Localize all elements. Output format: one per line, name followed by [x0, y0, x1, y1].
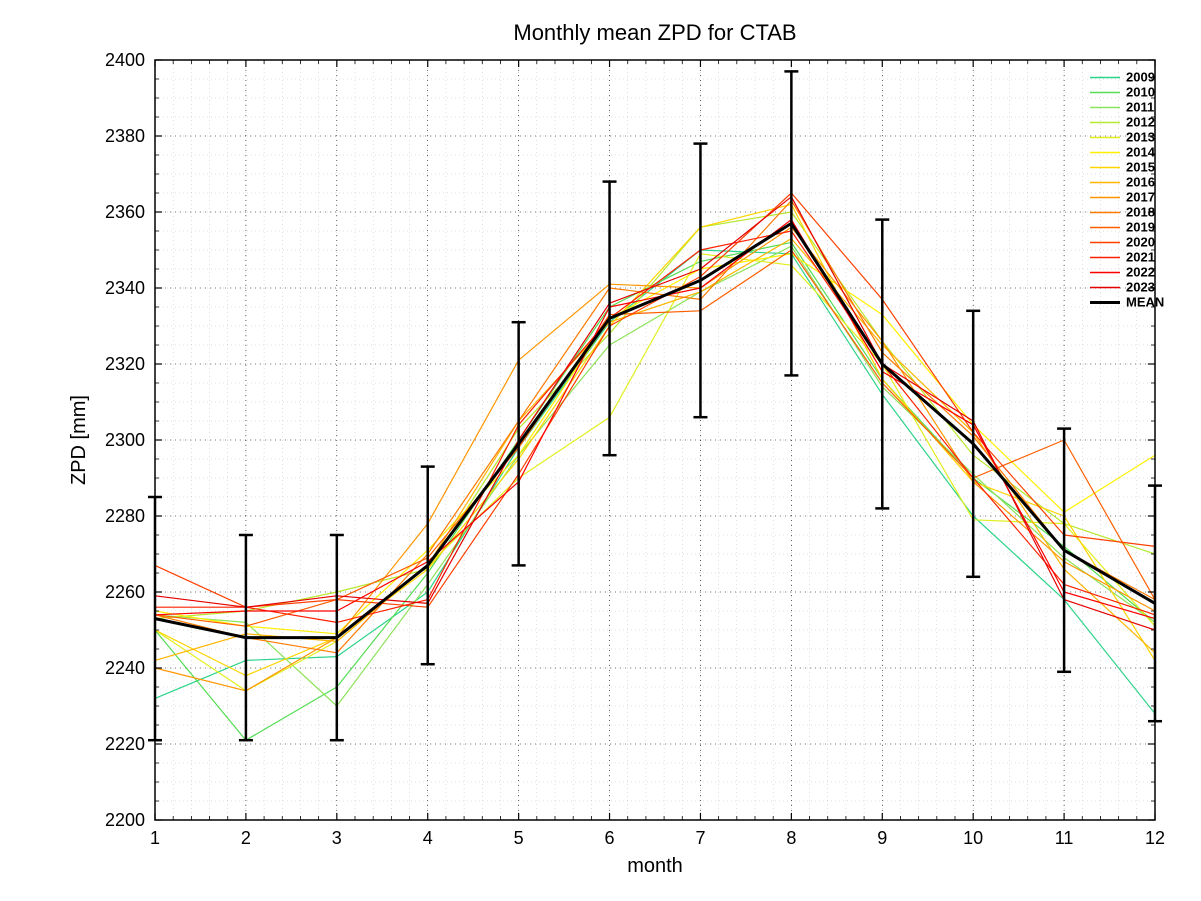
- x-tick-label: 9: [877, 828, 887, 848]
- x-tick-label: 7: [695, 828, 705, 848]
- x-tick-label: 8: [786, 828, 796, 848]
- y-tick-label: 2340: [105, 278, 145, 298]
- y-tick-label: 2400: [105, 50, 145, 70]
- x-tick-label: 3: [332, 828, 342, 848]
- x-axis-label: month: [627, 855, 683, 877]
- line-chart: 1234567891011122200222022402260228023002…: [0, 0, 1201, 901]
- legend-label: 2015: [1126, 160, 1155, 175]
- legend-label: 2019: [1126, 220, 1155, 235]
- legend-label: 2010: [1126, 85, 1155, 100]
- y-tick-label: 2200: [105, 810, 145, 830]
- y-tick-label: 2280: [105, 506, 145, 526]
- legend-label: 2022: [1126, 265, 1155, 280]
- legend-label: 2017: [1126, 190, 1155, 205]
- legend-label: 2011: [1126, 100, 1154, 115]
- legend-label: 2014: [1126, 145, 1156, 160]
- y-tick-label: 2220: [105, 734, 145, 754]
- legend-label: MEAN: [1126, 295, 1164, 310]
- x-tick-label: 12: [1145, 828, 1165, 848]
- x-tick-label: 2: [241, 828, 251, 848]
- x-tick-label: 4: [423, 828, 433, 848]
- x-tick-label: 5: [514, 828, 524, 848]
- legend-label: 2020: [1126, 235, 1155, 250]
- x-tick-label: 10: [963, 828, 983, 848]
- y-tick-label: 2240: [105, 658, 145, 678]
- legend-label: 2021: [1126, 250, 1155, 265]
- legend-label: 2009: [1126, 70, 1155, 85]
- legend-label: 2018: [1126, 205, 1155, 220]
- y-tick-label: 2300: [105, 430, 145, 450]
- y-tick-label: 2320: [105, 354, 145, 374]
- legend-label: 2023: [1126, 280, 1155, 295]
- y-tick-label: 2380: [105, 126, 145, 146]
- legend-label: 2016: [1126, 175, 1155, 190]
- x-tick-label: 1: [150, 828, 160, 848]
- chart-title: Monthly mean ZPD for CTAB: [513, 20, 796, 45]
- y-tick-label: 2360: [105, 202, 145, 222]
- x-tick-label: 11: [1055, 828, 1074, 848]
- y-tick-label: 2260: [105, 582, 145, 602]
- legend-label: 2013: [1126, 130, 1155, 145]
- x-tick-label: 6: [605, 828, 615, 848]
- legend-label: 2012: [1126, 115, 1155, 130]
- y-axis-label: ZPD [mm]: [68, 395, 90, 485]
- chart-container: 1234567891011122200222022402260228023002…: [0, 0, 1201, 901]
